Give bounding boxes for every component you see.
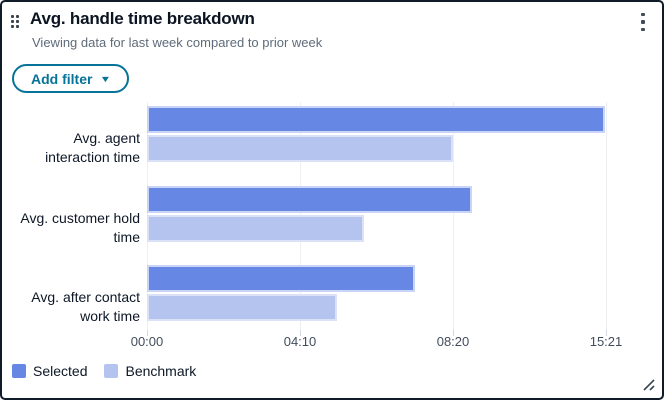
benchmark-swatch-icon bbox=[104, 364, 119, 378]
bar-selected[interactable] bbox=[147, 106, 606, 133]
category-label: Avg. customer hold time bbox=[20, 209, 140, 245]
drag-handle-icon[interactable] bbox=[11, 15, 20, 29]
axis-tick bbox=[147, 330, 148, 336]
widget-subtitle: Viewing data for last week compared to p… bbox=[32, 35, 323, 50]
bar-selected[interactable] bbox=[147, 186, 472, 213]
axis-tick bbox=[606, 330, 607, 336]
category-label: Avg. after contact work time bbox=[31, 288, 140, 324]
bar-benchmark[interactable] bbox=[147, 215, 365, 242]
resize-handle-icon[interactable] bbox=[640, 376, 656, 392]
plot-area bbox=[147, 102, 607, 336]
add-filter-button[interactable]: Add filter ▼ bbox=[12, 64, 130, 93]
axis-tick bbox=[452, 330, 454, 336]
chart-legend: Selected Benchmark bbox=[12, 363, 196, 379]
legend-item-benchmark[interactable]: Benchmark bbox=[104, 363, 196, 379]
bar-selected[interactable] bbox=[147, 265, 416, 292]
add-filter-label: Add filter bbox=[31, 70, 93, 87]
gridline bbox=[606, 102, 607, 330]
bar-benchmark[interactable] bbox=[147, 294, 338, 321]
x-tick-label: 00:00 bbox=[130, 334, 164, 349]
widget-title: Avg. handle time breakdown bbox=[30, 9, 255, 28]
x-tick-label: 08:20 bbox=[436, 334, 470, 349]
selected-swatch-icon bbox=[12, 364, 26, 378]
actions-menu-button[interactable] bbox=[630, 8, 656, 36]
legend-label: Selected bbox=[33, 363, 88, 379]
caret-down-icon: ▼ bbox=[100, 73, 112, 84]
axis-tick bbox=[299, 330, 301, 336]
x-tick-label: 04:10 bbox=[283, 334, 317, 349]
x-tick-label: 15:21 bbox=[589, 334, 623, 349]
legend-item-selected[interactable]: Selected bbox=[12, 363, 87, 379]
legend-label: Benchmark bbox=[125, 363, 197, 379]
category-label: Avg. agent interaction time bbox=[45, 129, 140, 165]
bar-benchmark[interactable] bbox=[147, 135, 454, 162]
gridline bbox=[452, 102, 454, 330]
